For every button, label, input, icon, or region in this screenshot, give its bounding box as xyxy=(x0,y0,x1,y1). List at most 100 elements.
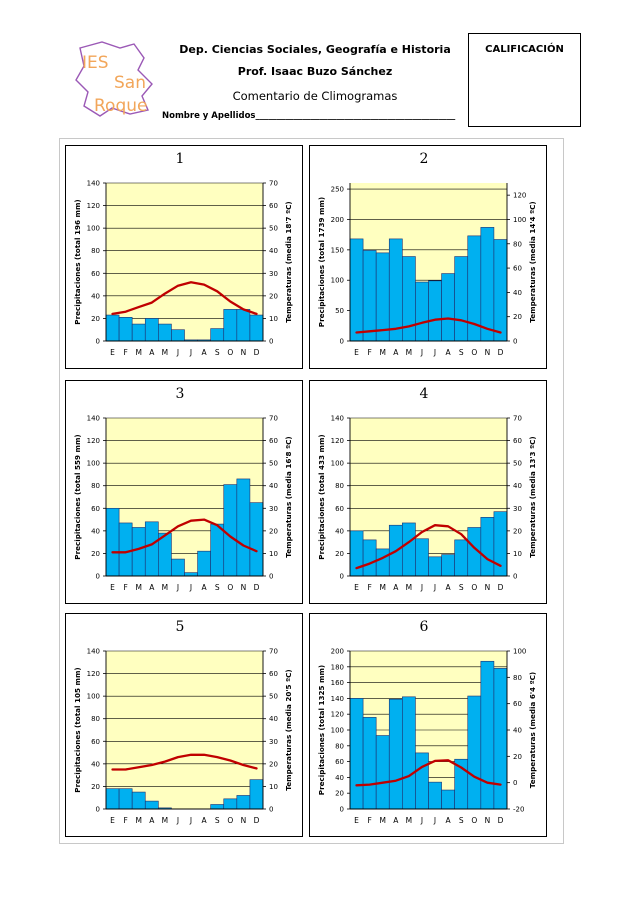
x-tick-label: E xyxy=(110,816,115,825)
logo-text-san: San xyxy=(114,73,146,93)
student-name-field[interactable]: Nombre y Apellidos______________________… xyxy=(162,111,455,121)
y-tick-label: 20 xyxy=(91,783,100,791)
y-tick-label: 140 xyxy=(87,648,100,656)
x-tick-label: J xyxy=(176,816,179,825)
y2-tick-label: 40 xyxy=(513,482,522,490)
y-tick-label: 60 xyxy=(335,758,344,766)
precipitation-bar xyxy=(158,323,172,342)
precipitation-bar xyxy=(480,660,495,810)
precipitation-bar xyxy=(105,788,120,810)
x-tick-label: A xyxy=(202,583,208,592)
x-tick-label: M xyxy=(406,348,412,357)
precipitation-bar xyxy=(197,550,211,577)
climograph-5: 5 0 20 40 60 80 100 120 140 0 10 20 30 40 50 60 70 E F M A M J… xyxy=(65,613,303,837)
precipitation-bar xyxy=(362,250,377,342)
department-title: Dep. Ciencias Sociales, Geografía e Hist… xyxy=(179,43,451,56)
precipitation-bar xyxy=(454,539,469,577)
precipitation-bar xyxy=(236,309,251,342)
y2-axis-label: Temperaturas (media 6'4 ºC) xyxy=(528,672,537,788)
x-tick-label: S xyxy=(459,348,464,357)
x-tick-label: J xyxy=(189,583,192,592)
x-tick-label: N xyxy=(241,583,247,592)
precipitation-bar xyxy=(223,484,238,577)
x-tick-label: D xyxy=(498,348,504,357)
x-tick-label: N xyxy=(485,583,491,592)
x-tick-label: M xyxy=(406,816,412,825)
y2-tick-label: 10 xyxy=(513,550,522,558)
x-tick-label: J xyxy=(433,816,436,825)
precipitation-bar xyxy=(493,668,508,810)
y2-tick-label: 100 xyxy=(513,216,526,224)
x-tick-label: S xyxy=(459,816,464,825)
y-tick-label: 50 xyxy=(335,307,344,315)
climograph-6: 6 0 20 40 60 80 100 120 140 160 180 200 -20 0 20 40 60 80… xyxy=(309,613,547,837)
y-tick-label: 100 xyxy=(87,460,100,468)
x-tick-label: J xyxy=(176,583,179,592)
y-tick-label: 40 xyxy=(91,760,100,768)
name-line: ________________________________________… xyxy=(255,111,456,121)
grade-box[interactable]: CALIFICACIÓN xyxy=(468,33,581,127)
y2-tick-label: 40 xyxy=(513,289,522,297)
precipitation-bar xyxy=(236,478,251,577)
y2-tick-label: 60 xyxy=(269,437,278,445)
x-tick-label: M xyxy=(162,583,168,592)
y-tick-label: 150 xyxy=(331,246,344,254)
x-tick-label: A xyxy=(446,583,452,592)
x-tick-label: O xyxy=(471,583,477,592)
climograph-2: 2 0 50 100 150 200 250 0 20 40 60 80 100 120 E F M A M J J A S… xyxy=(309,145,547,369)
y-tick-label: 100 xyxy=(87,225,100,233)
y2-tick-label: 10 xyxy=(269,315,278,323)
y2-tick-label: 20 xyxy=(269,527,278,535)
x-tick-label: E xyxy=(110,583,115,592)
ies-san-roque-logo: IES San Roque xyxy=(75,41,153,117)
x-tick-label: J xyxy=(176,348,179,357)
y-tick-label: 140 xyxy=(87,415,100,423)
precipitation-bar xyxy=(171,558,185,577)
y-tick-label: 20 xyxy=(335,790,344,798)
x-tick-label: O xyxy=(227,583,233,592)
y2-tick-label: 50 xyxy=(269,693,278,701)
y-tick-label: 0 xyxy=(96,806,100,814)
x-tick-label: D xyxy=(498,583,504,592)
y-tick-label: 120 xyxy=(87,437,100,445)
x-tick-label: F xyxy=(123,348,127,357)
y2-tick-label: 30 xyxy=(513,505,522,513)
chart-title: 2 xyxy=(420,151,429,167)
y-tick-label: 140 xyxy=(87,180,100,188)
x-tick-label: D xyxy=(498,816,504,825)
x-tick-label: M xyxy=(162,816,168,825)
y-axis-label: Precipitaciones (total 1325 mm) xyxy=(317,665,326,795)
y2-tick-label: 70 xyxy=(513,415,522,423)
x-tick-label: E xyxy=(354,348,359,357)
y2-tick-label: 70 xyxy=(269,180,278,188)
precipitation-bar xyxy=(480,227,495,342)
x-tick-label: M xyxy=(379,816,385,825)
precipitation-bar xyxy=(223,309,238,342)
x-tick-label: E xyxy=(354,816,359,825)
y2-tick-label: 20 xyxy=(269,760,278,768)
precipitation-bar xyxy=(249,779,264,810)
y-tick-label: 80 xyxy=(91,482,100,490)
y2-tick-label: 0 xyxy=(513,573,517,581)
climograph-6-svg: 6020406080100120140160180200-20020406080… xyxy=(309,613,547,837)
y2-tick-label: 20 xyxy=(513,527,522,535)
precipitation-bar xyxy=(144,318,159,342)
x-tick-label: A xyxy=(202,816,208,825)
x-tick-label: N xyxy=(241,348,247,357)
y-tick-label: 80 xyxy=(335,482,344,490)
y-tick-label: 60 xyxy=(91,738,100,746)
y2-axis-label: Temperaturas (media 14'4 ºC) xyxy=(528,201,537,322)
precipitation-bar xyxy=(184,572,198,577)
y2-tick-label: 120 xyxy=(513,192,526,200)
y-tick-label: 100 xyxy=(331,460,344,468)
y2-tick-label: 80 xyxy=(513,240,522,248)
y-tick-label: 20 xyxy=(91,315,100,323)
x-tick-label: A xyxy=(393,583,399,592)
precipitation-bar xyxy=(223,798,238,810)
y2-tick-label: 40 xyxy=(269,482,278,490)
x-tick-label: J xyxy=(189,816,192,825)
y-tick-label: 100 xyxy=(331,727,344,735)
x-tick-label: M xyxy=(379,583,385,592)
y-axis-label: Precipitaciones (total 559 mm) xyxy=(73,434,82,559)
